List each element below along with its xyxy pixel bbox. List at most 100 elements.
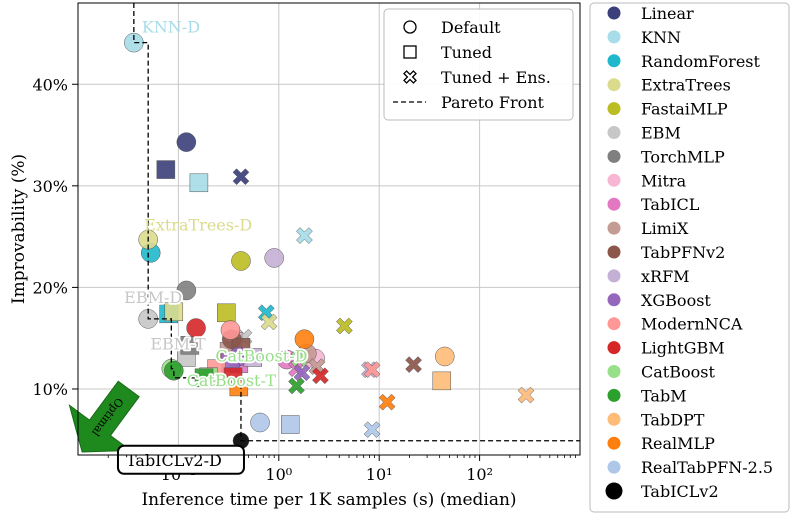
annotation-tabiclv2-d-box [116,444,245,475]
tabm-circle-point [164,360,184,381]
legend-label-tabpfnv2: TabPFNv2 [641,243,725,262]
legend-swatch-lightgbm [607,341,621,355]
annotation-knn-d: KNN-D [142,18,200,37]
y-tick-label: 30% [32,177,68,196]
y-axis-title: Improvability (%) [9,154,29,304]
lightgbm-circle-point [186,318,206,338]
legend-label-tuned-ens: Tuned + Ens. [441,68,551,87]
legend-label-tuned: Tuned [441,43,492,62]
x-tick-label: 10² [466,465,493,484]
legend-label-lightgbm: LightGBM [641,339,725,358]
knn-x-point [296,227,313,244]
torchmlp-circle-point [176,280,197,301]
legend-swatch-ebm [607,126,621,139]
marker-legend: Default Tuned Tuned + Ens. Pareto Front [383,8,574,121]
plot-frame [77,2,581,456]
x-axis-title: Inference time per 1K samples (s) (media… [141,490,516,510]
tabm-x-point [288,377,305,395]
fastaimlp-x-point [336,317,353,335]
legend-swatch-knn [607,30,621,44]
legend-swatch-linear [607,6,621,20]
legend-label-extratrees: ExtraTrees [641,76,731,95]
realmlp-x-point [378,393,396,411]
annotation-catboost-t: CatBoost-T [187,371,277,390]
legend-label-linear: Linear [641,4,694,23]
legend-swatch-realtabpfn-2-5 [607,460,621,474]
torchmlp-square-point [180,336,200,355]
catboost-x-point [290,350,308,367]
series-legend: Linear KNN RandomForest ExtraTrees FastaiMLP… [589,2,790,513]
modernnca-x-point [363,361,381,379]
y-tick-label: 20% [32,278,68,297]
linear-square-point [156,160,176,179]
legend-label-realmlp: RealMLP [641,434,715,453]
xgboost-x-point [293,364,311,382]
x-tick-label: 10¹ [366,465,393,484]
legend-swatch-realmlp [607,436,621,450]
marker-legend-box [383,8,574,121]
legend-label-tabiclv2: TabICLv2 [641,482,719,501]
annotation-extratrees-d: ExtraTrees-D [144,216,252,235]
legend-swatch-extratrees [607,78,621,92]
legend-swatch-tabicl [607,197,621,211]
modernnca-circle-point [220,320,241,340]
realtabpfn-2-5-square-point [280,415,300,434]
knn-square-point [189,173,209,193]
annotation-tabiclv2-d: TabICLv2-D [126,451,222,470]
legend-swatch-mitra [607,173,621,187]
annotation-ebm-d: EBM-D [124,288,182,307]
legend-label-tabicl: TabICL [641,195,700,214]
tabdpt-circle-point [435,346,455,367]
legend-label-tabdpt: TabDPT [641,410,705,429]
legend-swatch-tabiclv2 [605,482,623,500]
realmlp-circle-point [294,329,315,349]
legend-marker-tuned [403,45,417,59]
legend-swatch-tabm [607,388,621,402]
extratrees-x-point [260,313,278,331]
legend-swatch-xrfm [607,269,621,283]
legend-label-knn: KNN [641,28,681,47]
legend-swatch-xgboost [607,293,621,307]
tabdpt-x-point [517,386,535,404]
linear-x-point [232,168,250,186]
legend-label-default: Default [441,18,501,37]
legend-label-mitra: Mitra [641,171,687,190]
legend-label-randomforest: RandomForest [641,52,760,71]
fastaimlp-square-point [217,303,236,323]
realtabpfn-2-5-circle-point [250,412,270,433]
legend-swatch-randomforest [607,54,621,68]
data-points [124,32,535,450]
legend-label-pareto-front: Pareto Front [441,93,545,112]
extratrees-square-point [164,302,184,322]
legend-label-torchmlp: TorchMLP [641,147,725,166]
annotation-ebm-t: EBM-T [150,334,206,353]
legend-swatch-fastaimlp [607,102,621,116]
legend-swatch-tabpfnv2 [607,245,621,259]
lightgbm-x-point [312,367,329,385]
legend-label-fastaimlp: FastaiMLP [641,100,728,119]
linear-circle-point [176,132,197,152]
y-tick-label: 10% [32,380,68,399]
legend-label-ebm: EBM [641,124,681,143]
legend-swatch-catboost [607,365,621,378]
legend-swatch-torchmlp [607,149,621,163]
legend-label-modernnca: ModernNCA [641,315,743,334]
legend-swatch-tabdpt [607,412,621,426]
legend-label-tabm: TabM [641,386,687,405]
legend-label-realtabpfn-2-5: RealTabPFN-2.5 [641,458,773,477]
legend-marker-tuned-ens [403,70,417,84]
annotation-catboost-d: CatBoost-D [215,347,307,366]
legend-swatch-modernnca [607,317,621,331]
fastaimlp-circle-point [231,251,251,271]
legend-label-xrfm: xRFM [641,267,690,286]
tabpfnv2-x-point [405,356,422,373]
legend-label-xgboost: XGBoost [641,291,711,310]
tabdpt-square-point [432,371,452,391]
xrfm-circle-point [264,248,284,268]
legend-swatch-limix [607,221,621,235]
legend-marker-default [403,20,417,34]
realtabpfn-2-5-x-point [363,421,381,438]
legend-label-catboost: CatBoost [641,363,715,382]
